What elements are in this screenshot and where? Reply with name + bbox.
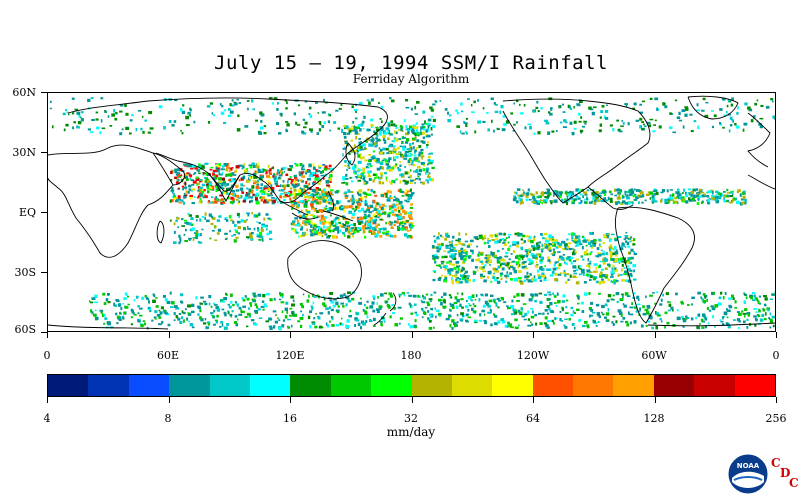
colorbar-tick-mark bbox=[411, 397, 413, 403]
colorbar-swatch-4 bbox=[209, 375, 250, 396]
rainfall-map-svg bbox=[48, 95, 775, 331]
europe-coastline bbox=[747, 112, 771, 168]
west-africa-coastline bbox=[747, 174, 775, 190]
coastlines bbox=[48, 95, 775, 330]
central-america-coastline bbox=[587, 186, 634, 210]
colorbar-tick-64: 64 bbox=[526, 412, 540, 425]
colorbar-swatch-0 bbox=[48, 375, 89, 396]
new-zealand-coastline bbox=[373, 292, 397, 326]
colorbar-swatch-2 bbox=[128, 375, 170, 396]
lon-tick bbox=[290, 332, 291, 338]
colorbar-tick-256: 256 bbox=[765, 412, 787, 425]
colorbar-tick-mark bbox=[533, 397, 534, 403]
colorbar-swatch-5 bbox=[249, 375, 291, 396]
lat-label-30s: 30S bbox=[14, 266, 36, 279]
colorbar-tick-mark bbox=[290, 397, 291, 403]
cdc-letter-3: C bbox=[789, 476, 799, 490]
colorbar-swatch-17 bbox=[734, 375, 776, 396]
colorbar-tick-16: 16 bbox=[283, 412, 297, 425]
colorbar-swatch-14 bbox=[613, 375, 654, 396]
lon-label-0: 0 bbox=[43, 349, 51, 362]
colorbar-swatch-9 bbox=[411, 375, 452, 396]
colorbar-swatch-16 bbox=[694, 375, 735, 396]
lat-label-30n: 30N bbox=[12, 146, 36, 159]
map-subtitle: Ferriday Algorithm bbox=[352, 72, 470, 86]
africa-coastline bbox=[48, 144, 174, 258]
colorbar-tick-8: 8 bbox=[164, 412, 172, 425]
eurasia-coastline bbox=[67, 97, 388, 204]
lat-label-60s: 60S bbox=[14, 323, 36, 336]
rainfall-map bbox=[47, 92, 776, 332]
lat-label-eq: EQ bbox=[18, 206, 36, 219]
colorbar-swatch-6 bbox=[290, 375, 331, 396]
colorbar-swatch-1 bbox=[88, 375, 129, 396]
lat-tick bbox=[41, 272, 47, 273]
noaa-logo-text: NOAA bbox=[737, 462, 760, 470]
lon-tick bbox=[533, 332, 534, 338]
cdc-letter-1: C bbox=[771, 456, 781, 470]
lon-tick bbox=[47, 332, 48, 338]
lon-tick bbox=[168, 332, 170, 338]
colorbar-tick-mark bbox=[776, 397, 777, 403]
lon-tick bbox=[776, 332, 777, 338]
noaa-logo-icon: NOAA bbox=[728, 454, 768, 494]
madagascar-coastline bbox=[156, 220, 165, 244]
arabia-coastline bbox=[152, 152, 185, 186]
colorbar-swatch-15 bbox=[653, 375, 695, 396]
south-america-coastline bbox=[614, 206, 695, 324]
colorbar-tick-32: 32 bbox=[404, 412, 418, 425]
colorbar-swatch-10 bbox=[451, 375, 493, 396]
lat-tick bbox=[41, 212, 47, 213]
lat-tick bbox=[41, 332, 47, 333]
lon-label-120e: 120E bbox=[275, 349, 305, 362]
lon-tick bbox=[411, 332, 413, 338]
colorbar-tick-128: 128 bbox=[643, 412, 665, 425]
japan-coastline bbox=[345, 142, 356, 166]
map-title: July 15 – 19, 1994 SSM/I Rainfall bbox=[214, 52, 608, 74]
greenland-coastline bbox=[687, 95, 739, 120]
australia-coastline bbox=[287, 240, 362, 300]
lat-tick bbox=[41, 92, 47, 93]
lon-label-60e: 60E bbox=[156, 349, 180, 362]
colorbar bbox=[47, 374, 776, 397]
lon-label-0-east: 0 bbox=[772, 349, 780, 362]
lon-tick bbox=[654, 332, 656, 338]
lon-label-120w: 120W bbox=[516, 349, 550, 362]
lon-label-180: 180 bbox=[400, 349, 422, 362]
colorbar-units: mm/day bbox=[386, 425, 436, 439]
cdc-letter-2: D bbox=[780, 466, 791, 480]
noaa-logo: NOAA bbox=[728, 454, 768, 494]
lat-tick bbox=[41, 152, 47, 153]
colorbar-tick-mark bbox=[47, 397, 48, 403]
colorbar-tick-4: 4 bbox=[43, 412, 51, 425]
antarctica-coastline bbox=[48, 322, 775, 330]
colorbar-swatch-13 bbox=[573, 375, 614, 396]
north-america-coastline bbox=[502, 98, 651, 204]
colorbar-swatch-11 bbox=[492, 375, 533, 396]
maritime-continent-coastline bbox=[279, 190, 354, 222]
india-coastline bbox=[207, 172, 241, 202]
colorbar-swatch-8 bbox=[371, 375, 412, 396]
lon-label-60w: 60W bbox=[641, 349, 667, 362]
colorbar-swatch-3 bbox=[169, 375, 210, 396]
lat-label-60n: 60N bbox=[12, 86, 36, 99]
colorbar-tick-mark bbox=[168, 397, 170, 403]
rain-layer bbox=[49, 97, 775, 331]
colorbar-swatch-7 bbox=[330, 375, 372, 396]
colorbar-tick-mark bbox=[654, 397, 656, 403]
colorbar-swatch-12 bbox=[532, 375, 574, 396]
